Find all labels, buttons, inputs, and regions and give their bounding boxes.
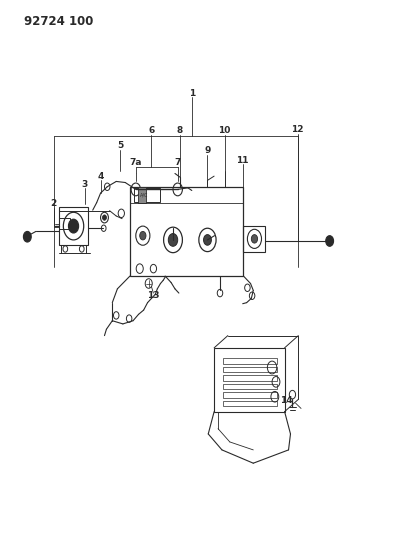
Text: 14: 14 [280,396,293,405]
Bar [244,226,265,252]
Text: 6: 6 [148,126,154,135]
Text: 2: 2 [50,199,57,208]
Bar [59,217,70,229]
Bar [223,359,277,364]
Text: 92724 100: 92724 100 [24,15,94,28]
Bar [130,187,244,276]
Circle shape [68,219,79,233]
Text: 1: 1 [189,89,195,98]
Text: 5: 5 [117,141,123,150]
Text: 12: 12 [291,125,304,134]
Circle shape [24,231,31,242]
Bar [134,188,160,201]
Text: 7a: 7a [130,158,142,167]
Bar [223,401,277,406]
Text: 3: 3 [82,180,88,189]
Bar [223,392,277,398]
Text: 9: 9 [204,146,211,155]
Circle shape [326,236,334,246]
Text: 4: 4 [97,172,104,181]
Bar [223,367,277,372]
Text: A/C: A/C [140,192,149,197]
Bar [223,375,277,381]
Text: 11: 11 [237,156,249,165]
Circle shape [103,215,107,220]
Circle shape [140,231,146,240]
Circle shape [168,233,178,246]
Circle shape [204,235,211,245]
Bar [223,384,277,389]
Text: 13: 13 [147,291,160,300]
Bar [59,207,88,245]
Circle shape [252,235,257,243]
Text: 7: 7 [174,158,181,167]
Bar [214,348,285,411]
Text: 10: 10 [219,126,231,135]
Bar [138,187,145,203]
Text: 8: 8 [177,126,183,135]
